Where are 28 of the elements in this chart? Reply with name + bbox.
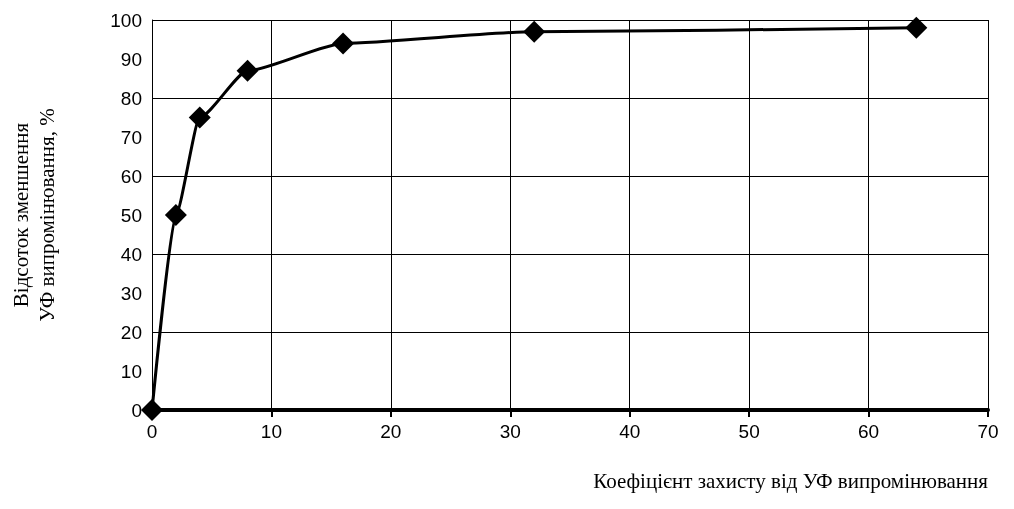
x-tick-label: 20 [380, 421, 402, 442]
x-tick-label: 10 [260, 421, 282, 442]
y-tick-label: 30 [120, 282, 142, 304]
x-tick-label: 0 [146, 421, 158, 442]
y-tick-label: 0 [131, 399, 142, 421]
x-tick-label: 30 [499, 421, 521, 442]
y-tick-label: 90 [120, 48, 142, 70]
point [164, 204, 187, 226]
y-tick-label: 10 [120, 360, 142, 382]
point [332, 32, 355, 55]
y-tick-label: 50 [120, 204, 142, 226]
point [141, 399, 163, 421]
point [236, 59, 259, 82]
point [188, 106, 211, 129]
x-tick-label: 40 [619, 421, 641, 442]
y-tick-label: 100 [110, 9, 142, 31]
y-tick-label: 70 [120, 126, 142, 148]
x-tick-label: 60 [858, 421, 880, 442]
x-axis-title: Коефіцієнт захисту від УФ випромінювання [593, 468, 989, 493]
y-tick-label: 20 [120, 321, 142, 343]
y-axis-title: Відсоток зменшення УФ випромінювання, % [9, 108, 59, 322]
x-tick-label: 50 [738, 421, 760, 442]
x-tick-label: 70 [977, 421, 999, 442]
point [905, 16, 928, 39]
y-tick-label: 60 [120, 165, 142, 187]
point [523, 20, 546, 43]
y-tick-label: 80 [120, 87, 142, 109]
y-tick-label: 40 [120, 243, 142, 265]
